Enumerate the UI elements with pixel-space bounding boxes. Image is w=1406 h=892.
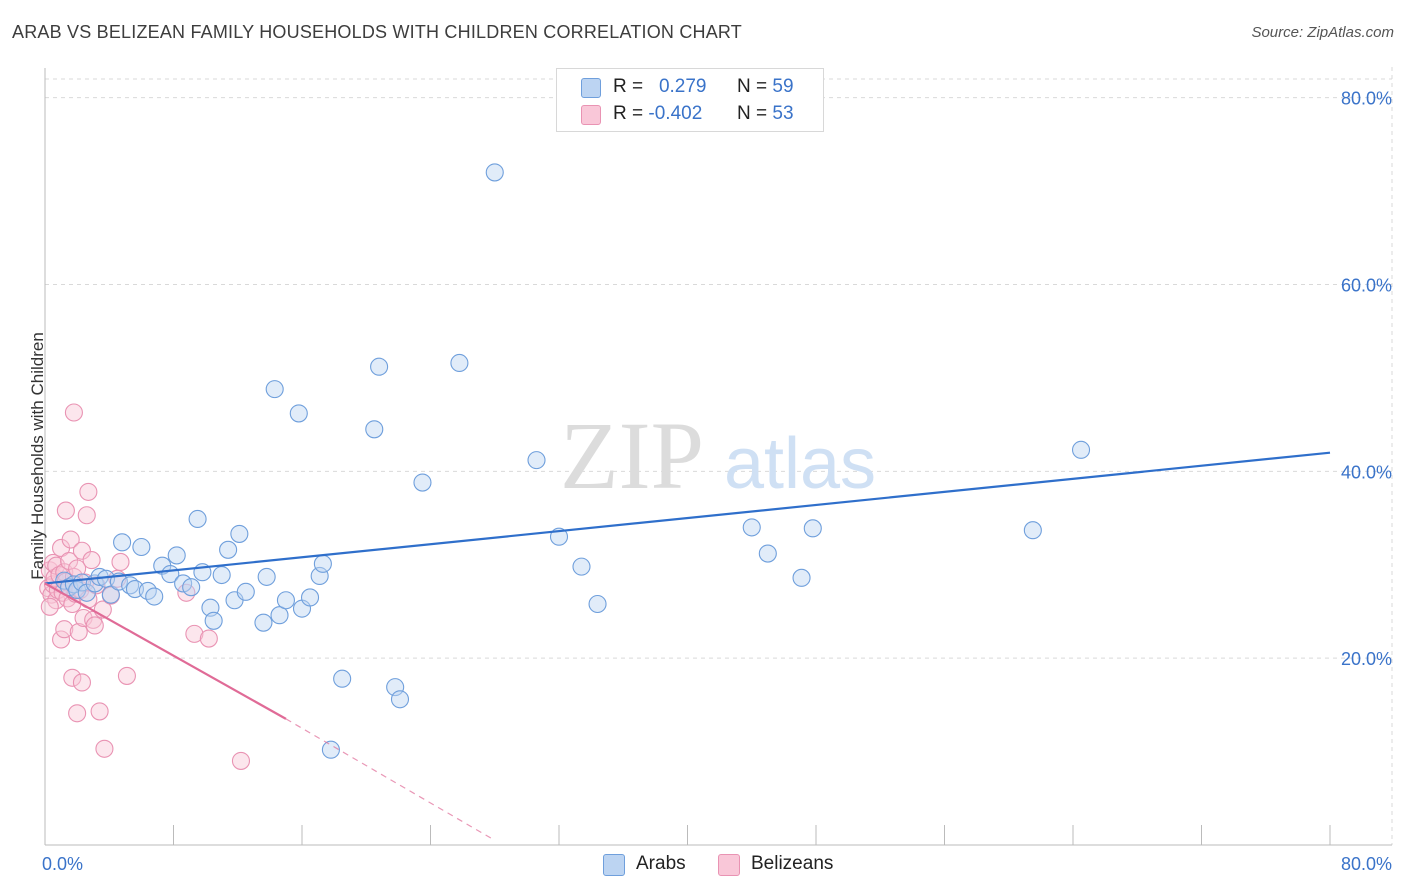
chart-source: Source: ZipAtlas.com [1251, 24, 1394, 41]
belizeans-point [55, 620, 74, 639]
arabs-point [182, 578, 201, 597]
belizeans-point [69, 622, 88, 642]
bottom-swatch-belizeans [718, 854, 740, 876]
belizeans-point [56, 501, 75, 520]
arabs-point [145, 587, 164, 606]
grid-layer [45, 67, 1393, 845]
arabs-point [742, 518, 761, 537]
arabs-point [300, 588, 320, 607]
y-axis-label: Family Households with Children [28, 332, 47, 580]
belizeans-trend-line [44, 582, 287, 720]
arabs-point [390, 690, 410, 709]
bottom-label-belizeans: Belizeans [751, 853, 834, 874]
trend-lines [44, 451, 1331, 841]
arabs-point [485, 163, 504, 182]
y-tick-label: 80.0% [1341, 89, 1392, 109]
arabs-point [527, 451, 546, 470]
arabs-point [204, 611, 223, 630]
x-tick-label: 80.0% [1341, 854, 1392, 874]
arabs-points [55, 163, 1091, 759]
belizeans-point [111, 552, 130, 572]
arabs-point [254, 613, 273, 632]
arabs-point [572, 557, 591, 576]
legend-r-value-belizeans: -0.402 [648, 103, 703, 124]
legend-n-value-arabs: 59 [772, 76, 794, 97]
arabs-point [132, 537, 151, 557]
arabs-point [803, 519, 822, 538]
y-tick-label: 20.0% [1341, 649, 1392, 669]
arabs-point [386, 678, 405, 697]
arabs-point [758, 544, 777, 563]
legend-r-value-arabs: 0.279 [658, 76, 707, 97]
arabs-point [276, 591, 295, 610]
belizeans-trend-extension [285, 718, 496, 841]
belizeans-point [68, 704, 87, 723]
arabs-point [588, 594, 607, 614]
arabs-trend-line [44, 451, 1331, 585]
arabs-point [365, 420, 384, 439]
arabs-point [1023, 521, 1042, 540]
legend-swatch-belizeans [581, 105, 601, 125]
arabs-point [450, 353, 469, 373]
belizeans-point [117, 666, 136, 685]
belizeans-point [82, 551, 101, 570]
y-tick-label: 60.0% [1341, 276, 1392, 296]
arabs-point [321, 740, 340, 759]
watermark-zip: ZIP [560, 402, 704, 509]
belizeans-point [40, 597, 59, 616]
arabs-point [265, 380, 284, 399]
legend-r-arabs: R = 0.279 [613, 76, 707, 97]
bottom-label-arabs: Arabs [636, 853, 686, 874]
correlation-legend: R = 0.279 N = 59 R = -0.402 N = 53 [556, 68, 824, 132]
belizeans-point [85, 616, 104, 635]
arabs-point [167, 546, 186, 565]
y-tick-label: 40.0% [1341, 462, 1392, 482]
belizeans-point [72, 541, 91, 560]
legend-n-arabs: N = 59 [737, 76, 794, 97]
arabs-point [113, 533, 132, 552]
belizeans-point [79, 482, 98, 501]
belizeans-point [72, 673, 91, 692]
watermark-atlas: atlas [724, 424, 876, 504]
legend-n-belizeans: N = 53 [737, 103, 794, 124]
belizeans-point [77, 506, 96, 525]
arabs-point [1071, 440, 1091, 459]
arabs-point [289, 404, 308, 423]
arabs-point [270, 606, 289, 625]
arabs-point [188, 509, 207, 529]
legend-n-value-belizeans: 53 [772, 103, 794, 124]
arabs-point [370, 357, 389, 376]
legend-r-belizeans: R = -0.402 [613, 103, 703, 124]
belizeans-point [199, 629, 218, 648]
belizeans-point [50, 565, 69, 585]
tick-labels: 20.0% 40.0% 60.0% 80.0% 0.0% 80.0% [42, 89, 1392, 874]
arabs-point [101, 585, 120, 604]
arabs-point [257, 567, 276, 586]
belizeans-point [64, 403, 83, 422]
watermark: ZIP atlas [560, 402, 876, 509]
arabs-point [230, 524, 249, 543]
arabs-point [413, 473, 432, 492]
belizeans-point [52, 630, 71, 649]
belizeans-point [61, 530, 80, 549]
arabs-point [236, 582, 255, 601]
belizeans-point [185, 624, 204, 643]
bottom-swatch-arabs [603, 854, 625, 876]
belizeans-point [63, 668, 82, 687]
arabs-point [212, 565, 231, 585]
arabs-point [219, 540, 238, 559]
arabs-point [792, 568, 811, 587]
belizeans-point [90, 702, 109, 721]
legend-swatch-arabs [581, 78, 601, 98]
x-tick-label: 0.0% [42, 854, 83, 874]
belizeans-point [95, 739, 114, 758]
belizeans-point [231, 751, 251, 770]
arabs-point [333, 669, 352, 688]
chart-title: ARAB VS BELIZEAN FAMILY HOUSEHOLDS WITH … [12, 22, 743, 42]
arabs-point [313, 554, 332, 573]
axes-layer [44, 68, 1392, 846]
